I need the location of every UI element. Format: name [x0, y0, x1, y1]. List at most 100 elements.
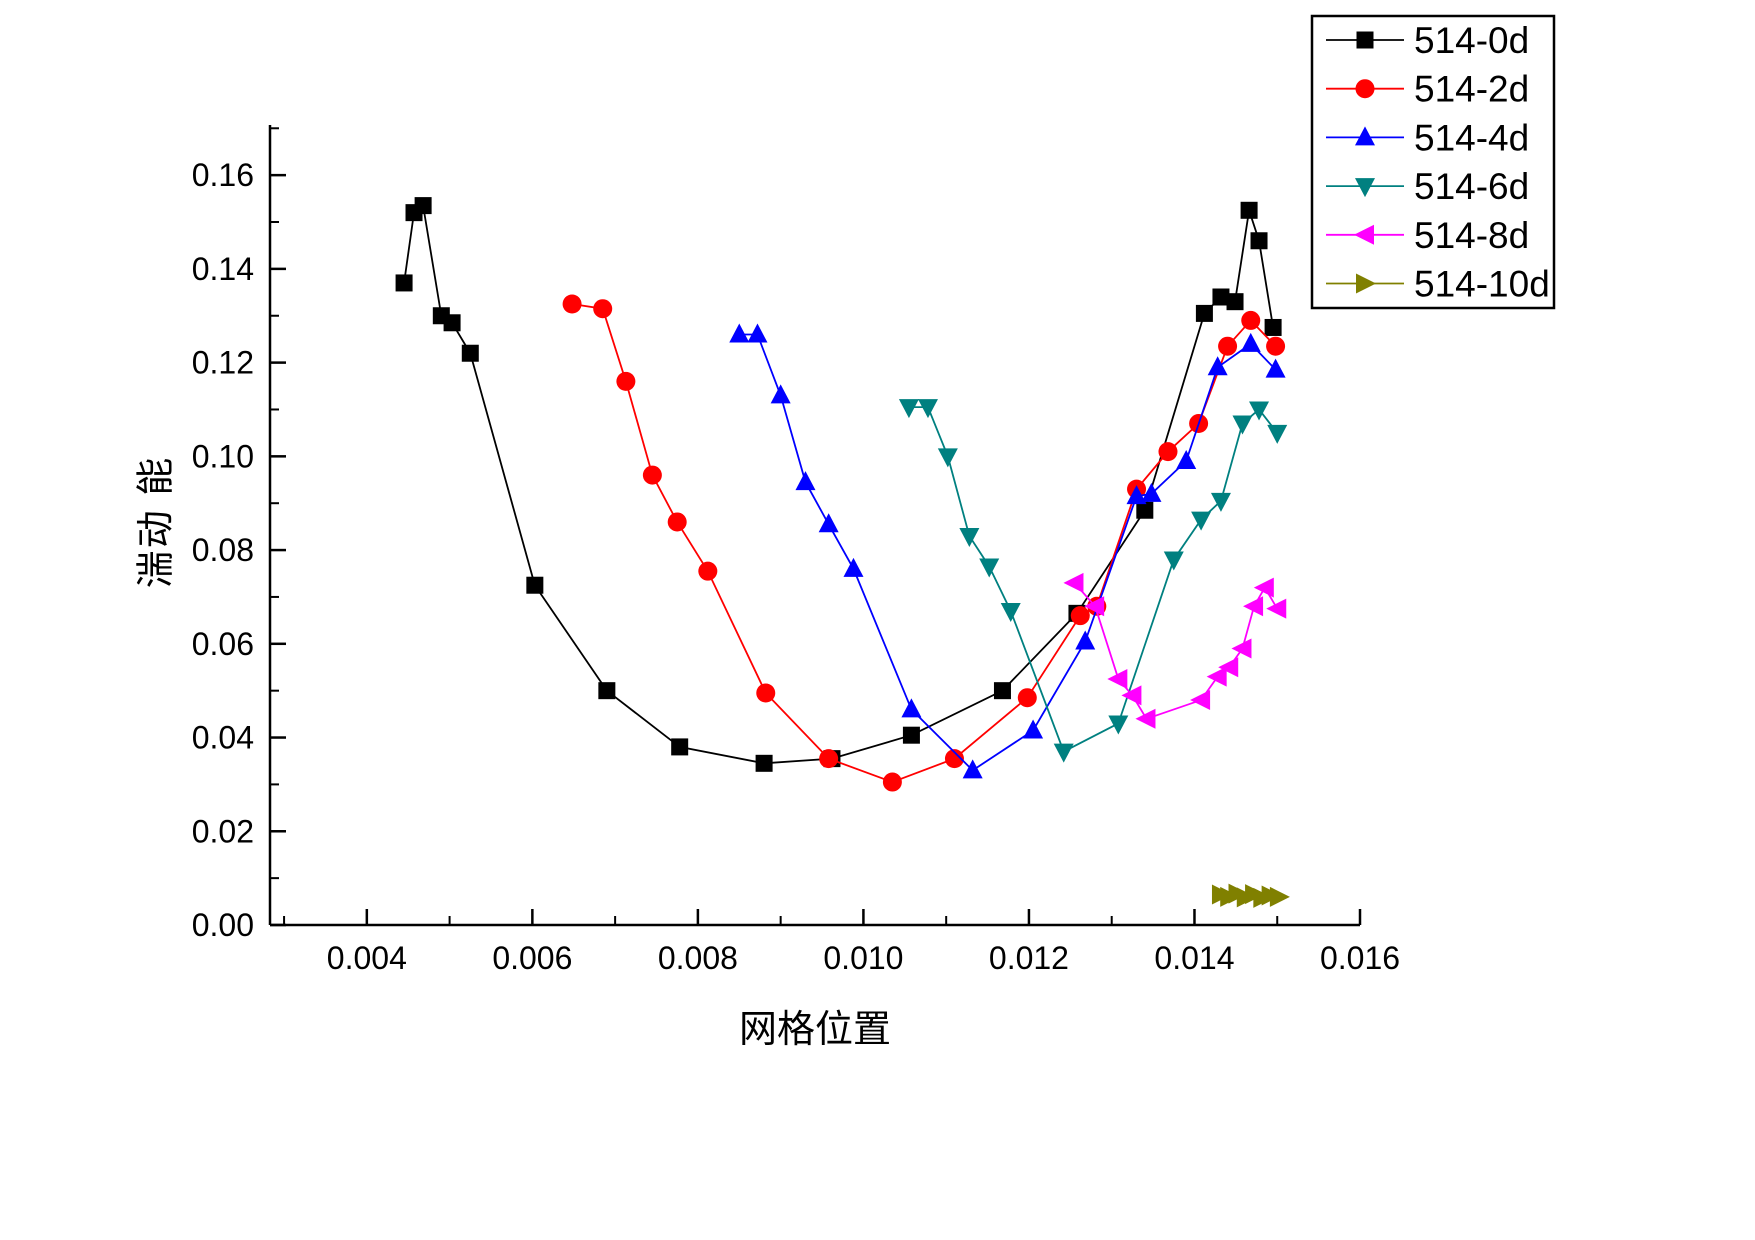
y-tick-label: 0.16 [192, 157, 254, 193]
data-point-marker [1191, 511, 1212, 531]
data-point-marker [461, 344, 479, 362]
x-tick-label: 0.004 [327, 940, 407, 976]
data-point-marker [1070, 606, 1090, 626]
legend: 514-0d 514-2d 514-4d 514-6d 514-8d 514-10d [1310, 14, 1556, 310]
data-point-marker [1266, 336, 1286, 356]
data-point-marker [1190, 690, 1211, 711]
data-point-marker [729, 323, 750, 343]
data-point-marker [1243, 596, 1264, 617]
data-point-marker [1253, 577, 1274, 598]
data-point-marker [1107, 668, 1128, 689]
data-point-marker [755, 754, 773, 772]
data-point-marker [944, 749, 964, 769]
series-514-8d [1063, 572, 1287, 729]
legend-box [1310, 14, 1556, 310]
series-514-6d [898, 399, 1288, 763]
data-point-marker [562, 294, 582, 314]
y-tick-label: 0.10 [192, 438, 254, 474]
data-point-marker [667, 512, 687, 532]
data-point-marker [1136, 501, 1154, 519]
y-tick-label: 0.12 [192, 345, 254, 381]
x-tick-label: 0.006 [492, 940, 572, 976]
data-point-marker [616, 371, 636, 391]
data-point-marker [1240, 332, 1261, 352]
data-point-marker [1084, 596, 1105, 617]
data-point-marker [1218, 657, 1239, 678]
legend-item: 514-6d [1326, 166, 1529, 207]
data-point-marker [819, 749, 839, 769]
data-point-marker [1158, 442, 1178, 462]
x-tick-label: 0.010 [823, 940, 903, 976]
data-point-marker [1176, 450, 1197, 470]
y-axis-title: 湍动 能 [135, 455, 178, 589]
data-point-marker [1000, 602, 1021, 622]
data-point-marker [962, 759, 983, 779]
legend-label: 514-4d [1414, 117, 1529, 158]
data-point-marker [1063, 572, 1084, 593]
data-point-marker [395, 274, 413, 292]
y-tick-label: 0.06 [192, 626, 254, 662]
data-point-marker [1017, 688, 1037, 708]
data-point-marker [1269, 886, 1290, 907]
data-point-marker [1212, 288, 1230, 306]
y-tick-label: 0.14 [192, 251, 254, 287]
x-axis-title: 网格位置 [738, 1009, 892, 1051]
x-tick-label: 0.016 [1320, 940, 1400, 976]
data-point-marker [898, 399, 919, 419]
data-point-marker [979, 558, 1000, 578]
data-point-marker [526, 576, 544, 594]
series-514-0d [395, 197, 1282, 772]
legend-marker [1355, 126, 1375, 146]
legend-item: 514-8d [1326, 215, 1529, 256]
data-point-marker [747, 323, 768, 343]
data-point-marker [598, 682, 616, 700]
data-point-marker [1108, 715, 1129, 735]
series-514-2d [562, 294, 1286, 792]
data-point-marker [1121, 685, 1142, 706]
y-tick-label: 0.00 [192, 907, 254, 943]
series-514-10d [1211, 883, 1290, 908]
legend-marker [1356, 31, 1374, 49]
legend-item: 514-4d [1326, 117, 1529, 158]
data-point-marker [671, 738, 689, 756]
legend-label: 514-2d [1414, 69, 1529, 110]
legend-marker [1355, 178, 1375, 198]
data-point-marker [917, 399, 938, 419]
data-point-marker [642, 465, 662, 485]
legend-item: 514-0d [1326, 20, 1529, 61]
data-point-marker [1232, 415, 1253, 435]
data-point-marker [843, 557, 864, 577]
data-point-marker [1266, 598, 1287, 619]
y-tick-label: 0.08 [192, 532, 254, 568]
data-point-marker [1206, 666, 1227, 687]
legend-label: 514-0d [1414, 20, 1529, 61]
legend-label: 514-8d [1414, 215, 1529, 256]
data-point-marker [901, 698, 922, 718]
data-point-marker [795, 471, 816, 491]
x-tick-label: 0.008 [658, 940, 738, 976]
legend-label: 514-6d [1414, 166, 1529, 207]
data-point-marker [1075, 630, 1096, 650]
data-point-marker [1135, 708, 1156, 729]
y-tick-label: 0.02 [192, 813, 254, 849]
y-tick-label: 0.04 [192, 720, 254, 756]
data-point-marker [1267, 424, 1288, 444]
data-point-marker [959, 528, 980, 548]
data-point-marker [993, 682, 1011, 700]
data-point-marker [443, 314, 461, 332]
series-line [739, 333, 1277, 772]
legend-marker [1354, 224, 1374, 245]
data-point-marker [1240, 201, 1258, 219]
series-line [908, 406, 1278, 753]
data-point-marker [1023, 719, 1044, 739]
data-point-marker [1231, 638, 1252, 659]
data-point-marker [1249, 401, 1270, 421]
legend-item: 514-10d [1326, 264, 1550, 305]
data-point-marker [1226, 293, 1244, 311]
data-point-marker [756, 683, 776, 703]
data-point-marker [698, 561, 718, 581]
data-point-marker [1163, 551, 1184, 571]
data-point-marker [1265, 358, 1286, 378]
data-point-marker [414, 197, 432, 215]
